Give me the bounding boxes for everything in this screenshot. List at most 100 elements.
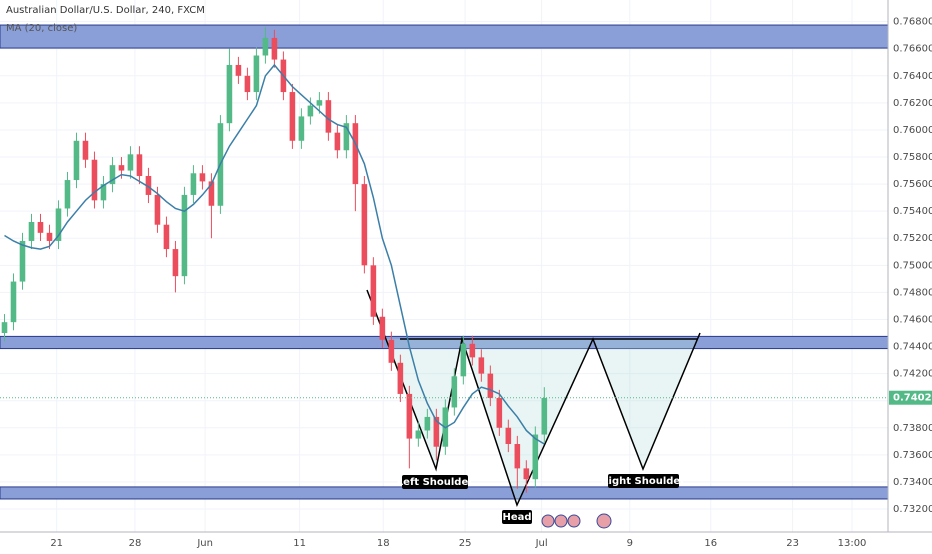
price-axis — [888, 0, 932, 550]
x-tick-label: Jun — [196, 538, 213, 549]
y-tick-label: 0.75400 — [893, 206, 932, 217]
candle-body — [226, 64, 233, 124]
candle-body — [316, 100, 323, 106]
y-tick-label: 0.76200 — [893, 98, 932, 109]
candle-body — [64, 180, 71, 209]
last-price-box — [889, 390, 932, 405]
annotation: Right Shoulder — [601, 476, 685, 487]
candle-body — [541, 397, 548, 435]
candle-body — [406, 393, 413, 439]
axes: 0.76800 0.76600 0.76400 0.76200 0.76000 0.758… — [0, 17, 932, 549]
candle-body — [325, 100, 332, 133]
y-tick-label: 0.75200 — [893, 233, 932, 244]
shade — [593, 339, 697, 469]
candle-body — [172, 249, 179, 277]
y-tick-label: 0.76800 — [893, 17, 932, 28]
x-tick-label: 21 — [50, 538, 63, 549]
candle-body — [334, 132, 341, 151]
label-box — [402, 475, 468, 489]
candle-body — [370, 265, 377, 317]
last-price-label: 0.74022 — [893, 393, 932, 404]
x-tick-label: 9 — [627, 538, 633, 549]
grid — [0, 0, 888, 532]
candle-body — [19, 240, 26, 282]
y-tick-label: 0.74200 — [893, 369, 932, 380]
y-tick-label: 0.75800 — [893, 152, 932, 163]
candle-body — [361, 184, 368, 266]
y-tick-label: 0.73800 — [893, 423, 932, 434]
candle-body — [46, 232, 53, 241]
candle-body — [415, 430, 422, 439]
candle-body — [235, 64, 242, 76]
candle-body — [190, 173, 197, 195]
candle-body — [109, 165, 116, 185]
candle-body — [496, 397, 503, 428]
event-flags — [541, 513, 612, 529]
y-tick-label: 0.76000 — [893, 125, 932, 136]
candle-body — [505, 427, 512, 445]
y-tick-label: 0.73200 — [893, 504, 932, 515]
x-tick-label: 23 — [786, 538, 799, 549]
candle-body — [514, 444, 521, 469]
candle-body — [55, 208, 62, 241]
candle-body — [532, 434, 539, 480]
candle-body — [244, 75, 251, 93]
candle-body — [478, 357, 485, 374]
candle-body — [379, 316, 386, 340]
x-tick-label: 18 — [377, 538, 390, 549]
candle-body — [37, 222, 44, 233]
candle-body — [163, 224, 170, 250]
chart-title: Australian Dollar/U.S. Dollar, 240, FXCM — [6, 5, 205, 16]
candle-body — [127, 154, 134, 171]
x-tick-label: Jul — [535, 538, 548, 549]
candle-body — [118, 165, 125, 171]
candle-body — [487, 373, 494, 398]
annotation: Left Shoulder — [397, 477, 473, 488]
shade — [462, 339, 593, 505]
candle-body — [10, 281, 17, 323]
y-tick-label: 0.76400 — [893, 71, 932, 82]
x-tick-label: 28 — [129, 538, 142, 549]
x-tick-label: 16 — [704, 538, 717, 549]
candle-body — [199, 173, 206, 182]
candle-body — [73, 140, 80, 181]
candle-body — [271, 37, 278, 60]
candle-body — [28, 222, 35, 241]
y-tick-label: 0.74800 — [893, 287, 932, 298]
candle-body — [343, 123, 350, 151]
candle-body — [253, 55, 260, 93]
candle-body — [145, 175, 152, 195]
candle-body — [91, 159, 98, 201]
candle-body — [154, 194, 161, 225]
candle-body — [82, 140, 89, 160]
candles — [1, 27, 548, 493]
shade — [385, 339, 462, 469]
indicator-label: MA (20, close) — [6, 23, 77, 34]
candle-body — [181, 194, 188, 277]
candle-body — [307, 105, 314, 117]
candle-body — [1, 322, 8, 334]
annotation: Head — [502, 512, 531, 523]
zigzag — [366, 289, 701, 508]
label-box — [502, 510, 532, 524]
candle-body — [451, 376, 458, 408]
x-tick-label: 25 — [459, 538, 472, 549]
candle-body — [388, 339, 395, 363]
candle-body — [352, 123, 359, 185]
candle-body — [469, 343, 476, 358]
annotations: Left Shoulder Head Right Shoulder — [397, 474, 685, 529]
label-box — [608, 474, 679, 488]
candle-body — [433, 416, 440, 447]
candle-body — [100, 184, 107, 201]
y-tick-label: 0.73400 — [893, 477, 932, 488]
y-tick-label: 0.73600 — [893, 450, 932, 461]
y-tick-label: 0.75600 — [893, 179, 932, 190]
y-tick-label: 0.76600 — [893, 44, 932, 55]
candle-body — [262, 37, 269, 56]
candle-body — [424, 416, 431, 431]
candle-body — [460, 343, 467, 377]
pattern-drawing — [366, 289, 701, 508]
y-tick-label: 0.75000 — [893, 260, 932, 271]
